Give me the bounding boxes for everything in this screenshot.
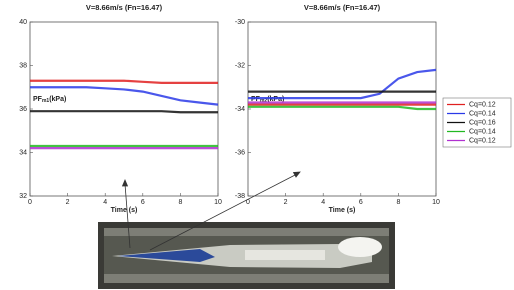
x-axis-label: Time (s) [111,207,138,214]
y-axis-label-part: m1 [42,98,49,104]
y-axis-label-part: (kPa) [49,96,66,103]
series-line [248,68,437,100]
x-tick-label: 10 [214,199,222,206]
series-line [30,79,218,85]
x-axis-label: Time (s) [329,207,356,214]
model-photo [98,222,395,289]
legend-label: Cq=0.12 [469,137,496,144]
y-axis-label-part: PF [33,96,43,103]
y-axis-label-part: PF [251,96,261,103]
y-tick-label: 32 [19,193,27,200]
plot-frame [247,21,437,197]
x-tick-label: 8 [178,199,182,206]
y-axis-label-part: m2 [260,98,267,104]
chart-title: V=8.66m/s (Fn=16.47) [86,3,163,12]
chart-title: V=8.66m/s (Fn=16.47) [304,3,381,12]
y-tick-label: -32 [235,62,245,69]
x-tick-label: 2 [66,199,70,206]
legend-label: Cq=0.14 [469,128,496,135]
y-tick-label: 40 [19,19,27,26]
legend-label: Cq=0.16 [469,119,496,126]
series-line [30,110,218,114]
y-tick-label: -36 [235,149,245,156]
y-tick-label: 36 [19,106,27,113]
x-tick-label: 8 [396,199,400,206]
x-tick-label: 4 [103,199,107,206]
x-tick-label: 10 [432,199,440,206]
plot-frame [29,21,219,197]
y-tick-label: 38 [19,62,27,69]
y-tick-label: -38 [235,193,245,200]
legend-label: Cq=0.12 [469,101,496,108]
y-tick-label: -30 [235,19,245,26]
y-axis-label: PFm1(kPa) [33,96,66,104]
x-tick-label: 6 [141,199,145,206]
x-tick-label: 2 [284,199,288,206]
series-line [30,86,219,106]
y-axis-label: PFm2(kPa) [251,96,284,104]
x-tick-label: 6 [359,199,363,206]
legend-label: Cq=0.14 [469,110,496,117]
y-axis-label-part: (kPa) [267,96,284,103]
arrows [121,171,301,251]
x-tick-label: 4 [321,199,325,206]
series-line [248,105,436,111]
x-tick-label: 0 [246,199,250,206]
x-tick-label: 0 [28,199,32,206]
y-tick-label: -34 [235,106,245,113]
y-tick-label: 34 [19,149,27,156]
